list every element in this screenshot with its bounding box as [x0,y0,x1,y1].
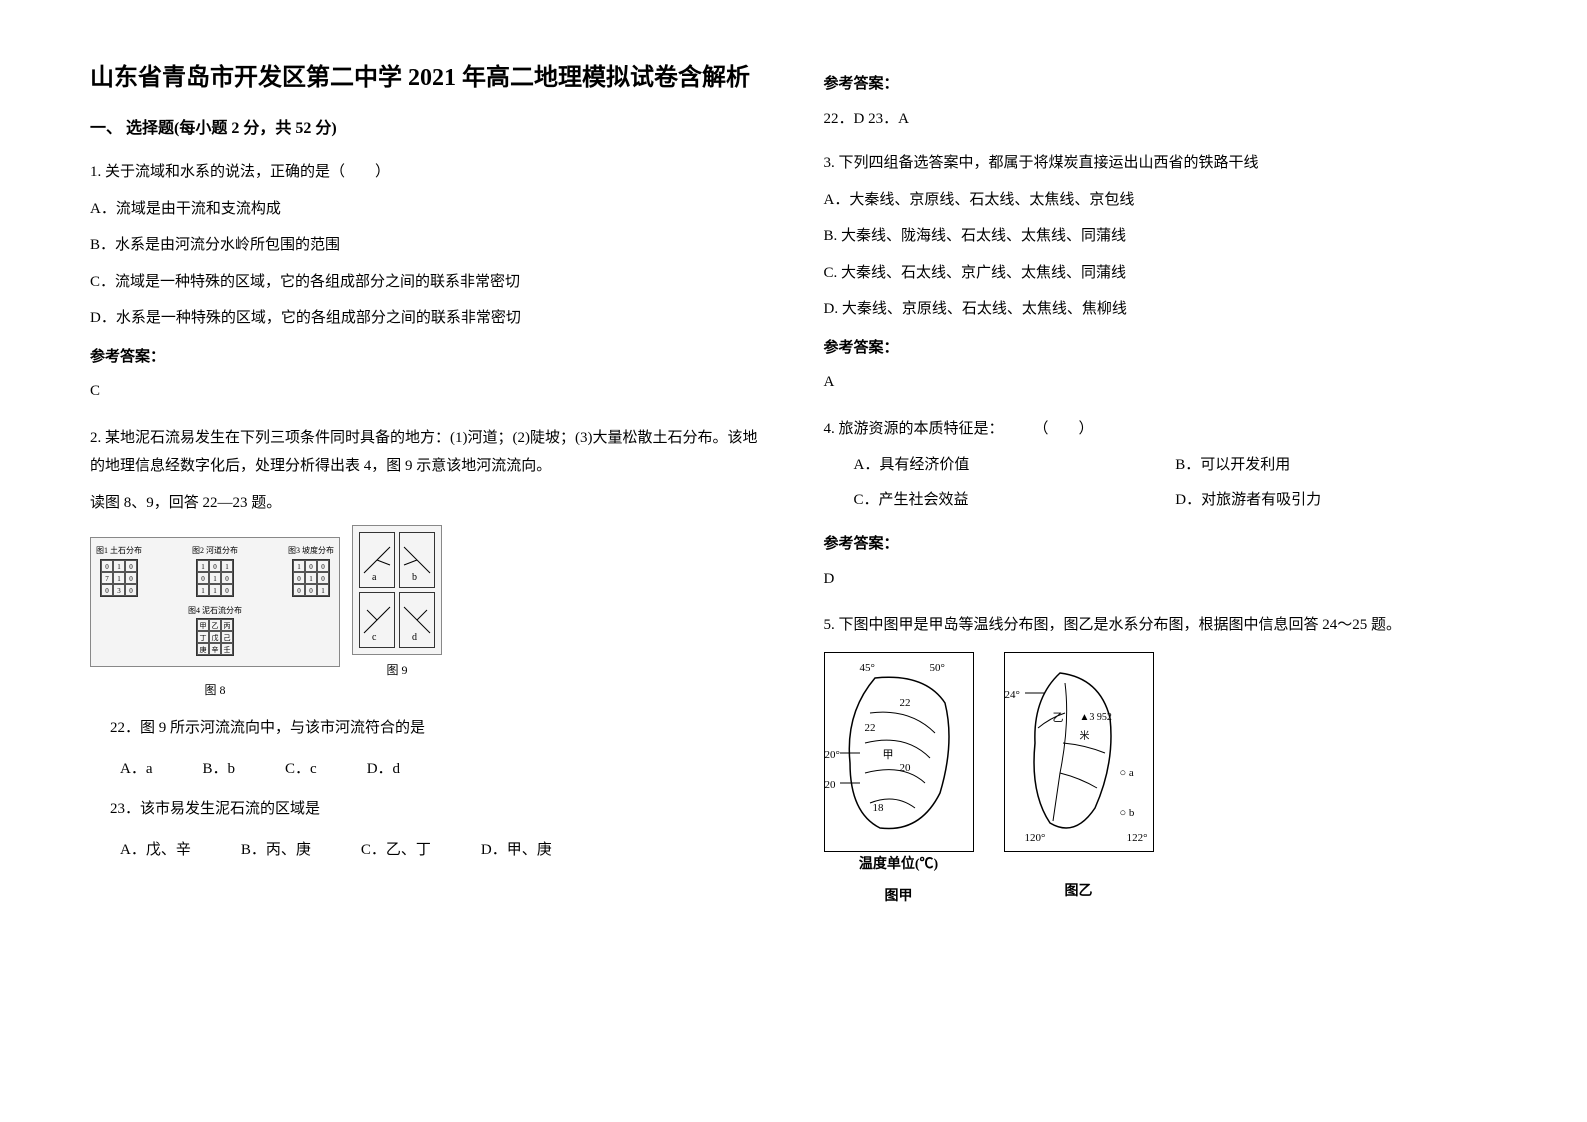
map1-45: 45° [860,658,875,679]
map2-24: 24° [1005,685,1020,706]
question-3: 3. 下列四组备选答案中，都属于将煤炭直接运出山西省的铁路干线 A．大秦线、京原… [824,149,1498,397]
river-a: a [359,532,395,588]
q2-stem: 2. 某地泥石流易发生在下列三项条件同时具备的地方：(1)河道；(2)陡坡；(3… [90,424,764,481]
question-5: 5. 下图中图甲是甲岛等温线分布图，图乙是水系分布图，根据图中信息回答 24～2… [824,611,1498,911]
figure-9: a b c d [352,525,442,655]
q4-opt-d: D．对旅游者有吸引力 [1175,486,1497,515]
q3-opt-a: A．大秦线、京原线、石太线、太焦线、京包线 [824,186,1498,215]
map-1-wrap: 45° 50° 22 22 20° 甲 20 20 18 温度单位(℃) 图甲 [824,652,974,911]
map2-caption: 图乙 [1004,879,1154,906]
q3-opt-b: B. 大秦线、陇海线、石太线、太焦线、同蒲线 [824,222,1498,251]
map1-jia: 甲 [883,745,894,766]
q4-opt-b: B．可以开发利用 [1175,451,1497,480]
figure-row: 图1 土石分布 010710030 图2 河道分布 101010110 图3 坡… [90,525,764,702]
river-c: c [359,592,395,648]
map1-sub: 温度单位(℃) [824,852,974,879]
map-2: 24° ▲3 952 米 乙 ○ a ○ b 120° 122° [1004,652,1154,852]
map-1: 45° 50° 22 22 20° 甲 20 20 18 [824,652,974,852]
q3-stem: 3. 下列四组备选答案中，都属于将煤炭直接运出山西省的铁路干线 [824,149,1498,178]
right-column: 参考答案： 22．D 23．A 3. 下列四组备选答案中，都属于将煤炭直接运出山… [824,60,1498,929]
q22-opt-c: C．c [285,755,317,784]
question-4: 4. 旅游资源的本质特征是： （ ） A．具有经济价值 B．可以开发利用 C．产… [824,415,1498,594]
q23-opt-c: C．乙、丁 [361,836,431,865]
q1-answer: C [90,377,764,406]
q2-sub23: 23．该市易发生泥石流的区域是 [110,795,764,824]
q1-opt-c: C．流域是一种特殊的区域，它的各组成部分之间的联系非常密切 [90,268,764,297]
map2-b: ○ b [1120,803,1135,824]
q3-answer-label: 参考答案： [824,334,1498,363]
figure-8: 图1 土石分布 010710030 图2 河道分布 101010110 图3 坡… [90,537,340,667]
map2-yi: 乙 [1053,708,1064,729]
map1-22a: 22 [900,693,911,714]
map1-22b: 22 [865,718,876,739]
q1-stem: 1. 关于流域和水系的说法，正确的是（ ） [90,158,764,187]
section-1-header: 一、 选择题(每小题 2 分，共 52 分) [90,114,764,144]
q4-answer: D [824,565,1498,594]
q22-opt-b: B．b [203,755,236,784]
q3-opt-c: C. 大秦线、石太线、京广线、太焦线、同蒲线 [824,259,1498,288]
q23-opt-d: D．甲、庚 [481,836,552,865]
fig8-caption: 图 8 [90,679,340,702]
grid-label-2: 图2 河道分布 [192,543,238,558]
map2-a: ○ a [1120,763,1134,784]
map1-50: 50° [930,658,945,679]
map2-peak: ▲3 952 米 [1080,708,1112,746]
q1-answer-label: 参考答案： [90,343,764,372]
river-d: d [399,592,435,648]
map1-18: 18 [873,798,884,819]
q3-opt-d: D. 大秦线、京原线、石太线、太焦线、焦柳线 [824,295,1498,324]
ans-22-23: 22．D 23．A [824,105,1498,134]
grid-label-1: 图1 土石分布 [96,543,142,558]
q1-opt-d: D．水系是一种特殊的区域，它的各组成部分之间的联系非常密切 [90,304,764,333]
exam-title: 山东省青岛市开发区第二中学 2021 年高二地理模拟试卷含解析 [90,60,764,96]
map-2-wrap: 24° ▲3 952 米 乙 ○ a ○ b 120° 122° 图乙 [1004,652,1154,911]
fig9-caption: 图 9 [352,659,442,682]
grid-label-4: 图4 泥石流分布 [188,603,242,618]
q22-opt-a: A．a [120,755,153,784]
q2-sub22: 22．图 9 所示河流流向中，与该市河流符合的是 [110,714,764,743]
q4-opt-a: A．具有经济价值 [854,451,1176,480]
q2-read: 读图 8、9，回答 22—23 题。 [90,489,764,518]
q5-stem: 5. 下图中图甲是甲岛等温线分布图，图乙是水系分布图，根据图中信息回答 24～2… [824,611,1498,640]
map1-caption: 图甲 [824,884,974,911]
question-1: 1. 关于流域和水系的说法，正确的是（ ） A．流域是由干流和支流构成 B．水系… [90,158,764,406]
q4-opt-c: C．产生社会效益 [854,486,1176,515]
figure-8-wrap: 图1 土石分布 010710030 图2 河道分布 101010110 图3 坡… [90,525,340,702]
q4-answer-label: 参考答案： [824,530,1498,559]
figure-9-wrap: a b c d 图 9 [352,525,442,682]
map1-20c: 20 [825,775,836,796]
river-b: b [399,532,435,588]
question-2: 2. 某地泥石流易发生在下列三项条件同时具备的地方：(1)河道；(2)陡坡；(3… [90,424,764,864]
q1-opt-a: A．流域是由干流和支流构成 [90,195,764,224]
map1-20b: 20 [900,758,911,779]
map-row: 45° 50° 22 22 20° 甲 20 20 18 温度单位(℃) 图甲 [824,652,1498,911]
q1-opt-b: B．水系是由河流分水岭所包围的范围 [90,231,764,260]
q4-stem: 4. 旅游资源的本质特征是： （ ） [824,415,1498,444]
grid-label-3: 图3 坡度分布 [288,543,334,558]
q23-opt-a: A．戊、辛 [120,836,191,865]
map2-120: 120° [1025,828,1046,849]
map1-20a: 20° [825,745,840,766]
q23-opt-b: B．丙、庚 [241,836,311,865]
q22-opt-d: D．d [367,755,400,784]
q3-answer: A [824,368,1498,397]
ans-label-1: 参考答案： [824,70,1498,99]
left-column: 山东省青岛市开发区第二中学 2021 年高二地理模拟试卷含解析 一、 选择题(每… [90,60,764,929]
map2-122: 122° [1127,828,1148,849]
